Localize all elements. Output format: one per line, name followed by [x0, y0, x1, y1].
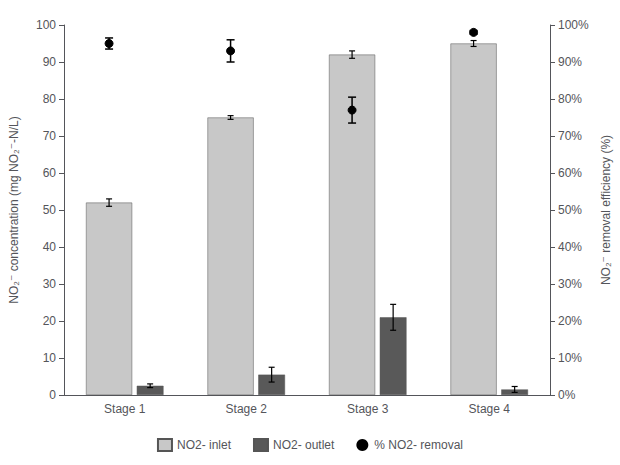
- svg-text:90: 90: [43, 55, 57, 69]
- svg-text:Stage 2: Stage 2: [226, 402, 268, 416]
- svg-text:20: 20: [43, 314, 57, 328]
- svg-text:100: 100: [36, 18, 56, 32]
- svg-text:60: 60: [43, 166, 57, 180]
- svg-text:70: 70: [43, 129, 57, 143]
- svg-text:10%: 10%: [558, 351, 582, 365]
- svg-text:80: 80: [43, 92, 57, 106]
- svg-text:30%: 30%: [558, 277, 582, 291]
- svg-text:% NO2- removal: % NO2- removal: [374, 438, 463, 452]
- svg-text:10: 10: [43, 351, 57, 365]
- svg-text:0: 0: [49, 388, 56, 402]
- svg-text:NO2- inlet: NO2- inlet: [177, 438, 232, 452]
- svg-text:50: 50: [43, 203, 57, 217]
- svg-text:50%: 50%: [558, 203, 582, 217]
- svg-text:NO₂⁻ removal efficiency (%): NO₂⁻ removal efficiency (%): [599, 135, 613, 285]
- svg-text:40%: 40%: [558, 240, 582, 254]
- svg-text:30: 30: [43, 277, 57, 291]
- svg-text:90%: 90%: [558, 55, 582, 69]
- svg-text:NO2- outlet: NO2- outlet: [273, 438, 335, 452]
- svg-text:NO₂⁻ concentration (mg NO₂⁻-N/: NO₂⁻ concentration (mg NO₂⁻-N/L): [7, 116, 21, 303]
- svg-text:80%: 80%: [558, 92, 582, 106]
- svg-text:20%: 20%: [558, 314, 582, 328]
- svg-text:Stage 4: Stage 4: [469, 402, 511, 416]
- svg-text:100%: 100%: [558, 18, 589, 32]
- svg-text:Stage 3: Stage 3: [347, 402, 389, 416]
- svg-text:60%: 60%: [558, 166, 582, 180]
- svg-text:0%: 0%: [558, 388, 576, 402]
- svg-text:40: 40: [43, 240, 57, 254]
- svg-text:70%: 70%: [558, 129, 582, 143]
- svg-text:Stage 1: Stage 1: [104, 402, 146, 416]
